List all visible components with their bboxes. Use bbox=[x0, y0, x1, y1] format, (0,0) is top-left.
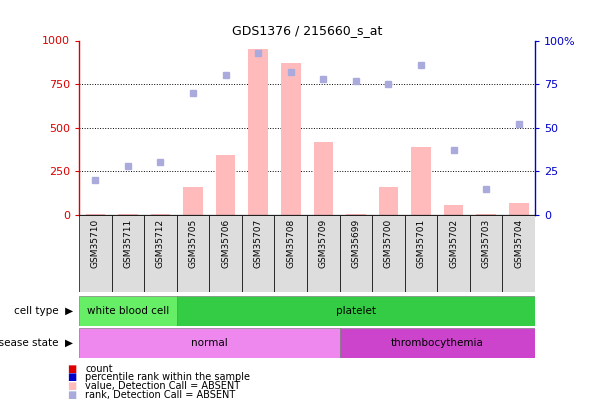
Bar bbox=[307, 215, 340, 292]
Text: cell type  ▶: cell type ▶ bbox=[14, 306, 73, 316]
Text: GSM35704: GSM35704 bbox=[514, 219, 523, 268]
Text: ■: ■ bbox=[67, 382, 76, 391]
Text: GSM35709: GSM35709 bbox=[319, 219, 328, 268]
Text: GSM35711: GSM35711 bbox=[123, 219, 133, 268]
Text: count: count bbox=[85, 364, 112, 373]
Bar bbox=[144, 215, 177, 292]
Bar bbox=[502, 215, 535, 292]
Text: GSM35710: GSM35710 bbox=[91, 219, 100, 268]
Text: value, Detection Call = ABSENT: value, Detection Call = ABSENT bbox=[85, 382, 240, 391]
Bar bbox=[346, 214, 365, 215]
Bar bbox=[177, 296, 535, 326]
Text: normal: normal bbox=[191, 338, 228, 348]
Bar bbox=[509, 203, 528, 215]
Text: GSM35699: GSM35699 bbox=[351, 219, 361, 268]
Bar bbox=[411, 147, 431, 215]
Text: GSM35701: GSM35701 bbox=[416, 219, 426, 268]
Bar bbox=[372, 215, 405, 292]
Text: rank, Detection Call = ABSENT: rank, Detection Call = ABSENT bbox=[85, 390, 235, 400]
Text: ■: ■ bbox=[67, 364, 76, 373]
Text: platelet: platelet bbox=[336, 306, 376, 316]
Text: GSM35712: GSM35712 bbox=[156, 219, 165, 268]
Text: thrombocythemia: thrombocythemia bbox=[391, 338, 484, 348]
Text: GSM35705: GSM35705 bbox=[188, 219, 198, 268]
Bar bbox=[249, 49, 268, 215]
Bar bbox=[79, 215, 112, 292]
Bar bbox=[340, 328, 535, 358]
Bar bbox=[209, 215, 242, 292]
Text: percentile rank within the sample: percentile rank within the sample bbox=[85, 373, 250, 382]
Text: GSM35700: GSM35700 bbox=[384, 219, 393, 268]
Text: GSM35706: GSM35706 bbox=[221, 219, 230, 268]
Bar bbox=[437, 215, 470, 292]
Bar bbox=[79, 296, 177, 326]
Bar bbox=[79, 328, 340, 358]
Title: GDS1376 / 215660_s_at: GDS1376 / 215660_s_at bbox=[232, 23, 382, 36]
Text: GSM35702: GSM35702 bbox=[449, 219, 458, 268]
Bar bbox=[216, 156, 235, 215]
Bar bbox=[477, 214, 496, 215]
Bar bbox=[118, 214, 137, 215]
Bar bbox=[470, 215, 502, 292]
Bar bbox=[242, 215, 274, 292]
Bar bbox=[340, 215, 372, 292]
Text: disease state  ▶: disease state ▶ bbox=[0, 338, 73, 348]
Text: ■: ■ bbox=[67, 390, 76, 400]
Bar bbox=[151, 214, 170, 215]
Bar bbox=[379, 187, 398, 215]
Bar bbox=[281, 63, 300, 215]
Bar bbox=[183, 187, 203, 215]
Bar bbox=[444, 205, 463, 215]
Text: white blood cell: white blood cell bbox=[87, 306, 169, 316]
Bar bbox=[405, 215, 437, 292]
Bar bbox=[177, 215, 209, 292]
Text: ■: ■ bbox=[67, 373, 76, 382]
Bar bbox=[274, 215, 307, 292]
Text: GSM35703: GSM35703 bbox=[482, 219, 491, 268]
Bar bbox=[314, 143, 333, 215]
Bar bbox=[86, 214, 105, 215]
Text: GSM35708: GSM35708 bbox=[286, 219, 295, 268]
Text: GSM35707: GSM35707 bbox=[254, 219, 263, 268]
Bar bbox=[112, 215, 144, 292]
